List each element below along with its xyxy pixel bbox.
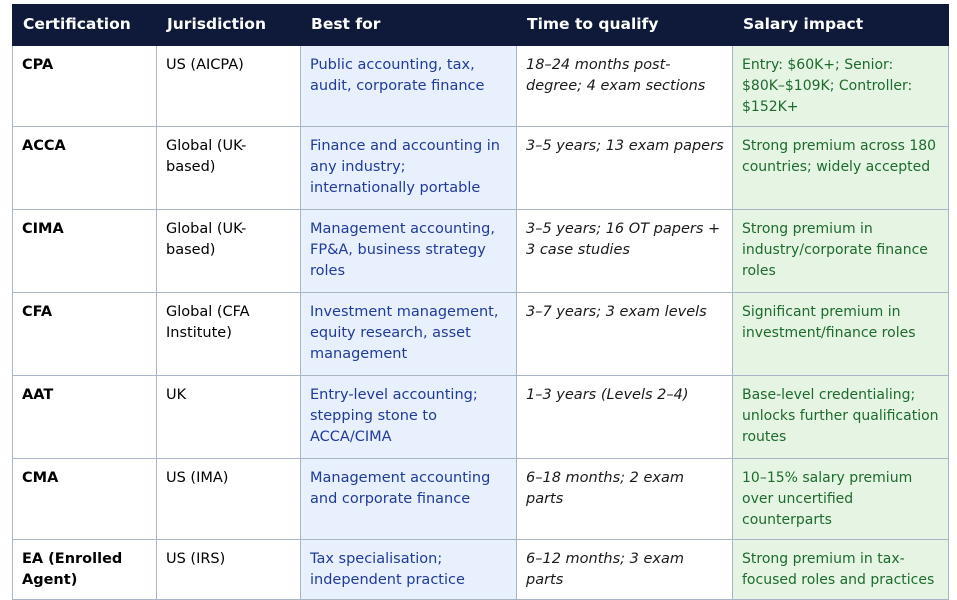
cell-jurisdiction: Global (UK-based): [156, 126, 301, 210]
cell-certification: CPA: [12, 45, 157, 127]
cell-best-for: Entry-level accounting; stepping stone t…: [300, 375, 517, 459]
header-jurisdiction: Jurisdiction: [156, 4, 301, 46]
cell-best-for: Investment management, equity research, …: [300, 292, 517, 376]
cell-salary-impact: Strong premium in tax-focused roles and …: [732, 539, 949, 600]
header-time-to-qualify: Time to qualify: [516, 4, 733, 46]
header-row: Certification Jurisdiction Best for Time…: [12, 4, 949, 46]
cell-time-to-qualify: 6–18 months; 2 exam parts: [516, 458, 733, 540]
cell-jurisdiction: US (IRS): [156, 539, 301, 600]
cell-time-to-qualify: 3–7 years; 3 exam levels: [516, 292, 733, 376]
header-best-for: Best for: [300, 4, 517, 46]
cell-certification: AAT: [12, 375, 157, 459]
cell-salary-impact: Base-level credentialing; unlocks furthe…: [732, 375, 949, 459]
cell-time-to-qualify: 3–5 years; 13 exam papers: [516, 126, 733, 210]
cell-salary-impact: 10–15% salary premium over uncertified c…: [732, 458, 949, 540]
table-row: EA (Enrolled Agent) US (IRS) Tax special…: [12, 539, 949, 600]
header-salary-impact: Salary impact: [732, 4, 949, 46]
cell-best-for: Public accounting, tax, audit, corporate…: [300, 45, 517, 127]
cell-time-to-qualify: 6–12 months; 3 exam parts: [516, 539, 733, 600]
cell-jurisdiction: UK: [156, 375, 301, 459]
cell-certification: CIMA: [12, 209, 157, 293]
cell-time-to-qualify: 3–5 years; 16 OT papers + 3 case studies: [516, 209, 733, 293]
cell-certification: EA (Enrolled Agent): [12, 539, 157, 600]
cell-jurisdiction: Global (CFA Institute): [156, 292, 301, 376]
cell-salary-impact: Entry: $60K+; Senior: $80K–$109K; Contro…: [732, 45, 949, 127]
cell-jurisdiction: US (IMA): [156, 458, 301, 540]
cell-best-for: Management accounting, FP&A, business st…: [300, 209, 517, 293]
cell-jurisdiction: Global (UK-based): [156, 209, 301, 293]
cell-certification: CMA: [12, 458, 157, 540]
table-row: AAT UK Entry-level accounting; stepping …: [12, 375, 949, 459]
cell-time-to-qualify: 18–24 months post-degree; 4 exam section…: [516, 45, 733, 127]
cell-best-for: Finance and accounting in any industry; …: [300, 126, 517, 210]
cell-jurisdiction: US (AICPA): [156, 45, 301, 127]
certification-comparison-table: Certification Jurisdiction Best for Time…: [12, 4, 949, 600]
cell-best-for: Tax specialisation; independent practice: [300, 539, 517, 600]
table-row: CFA Global (CFA Institute) Investment ma…: [12, 292, 949, 376]
cell-certification: CFA: [12, 292, 157, 376]
header-certification: Certification: [12, 4, 157, 46]
cell-certification: ACCA: [12, 126, 157, 210]
cell-salary-impact: Strong premium across 180 countries; wid…: [732, 126, 949, 210]
table-row: CIMA Global (UK-based) Management accoun…: [12, 209, 949, 293]
table-body: CPA US (AICPA) Public accounting, tax, a…: [12, 45, 949, 600]
cell-salary-impact: Significant premium in investment/financ…: [732, 292, 949, 376]
table-row: CMA US (IMA) Management accounting and c…: [12, 458, 949, 540]
cell-time-to-qualify: 1–3 years (Levels 2–4): [516, 375, 733, 459]
cell-best-for: Management accounting and corporate fina…: [300, 458, 517, 540]
table-row: ACCA Global (UK-based) Finance and accou…: [12, 126, 949, 210]
table-header: Certification Jurisdiction Best for Time…: [12, 4, 949, 46]
table-row: CPA US (AICPA) Public accounting, tax, a…: [12, 45, 949, 127]
cell-salary-impact: Strong premium in industry/corporate fin…: [732, 209, 949, 293]
